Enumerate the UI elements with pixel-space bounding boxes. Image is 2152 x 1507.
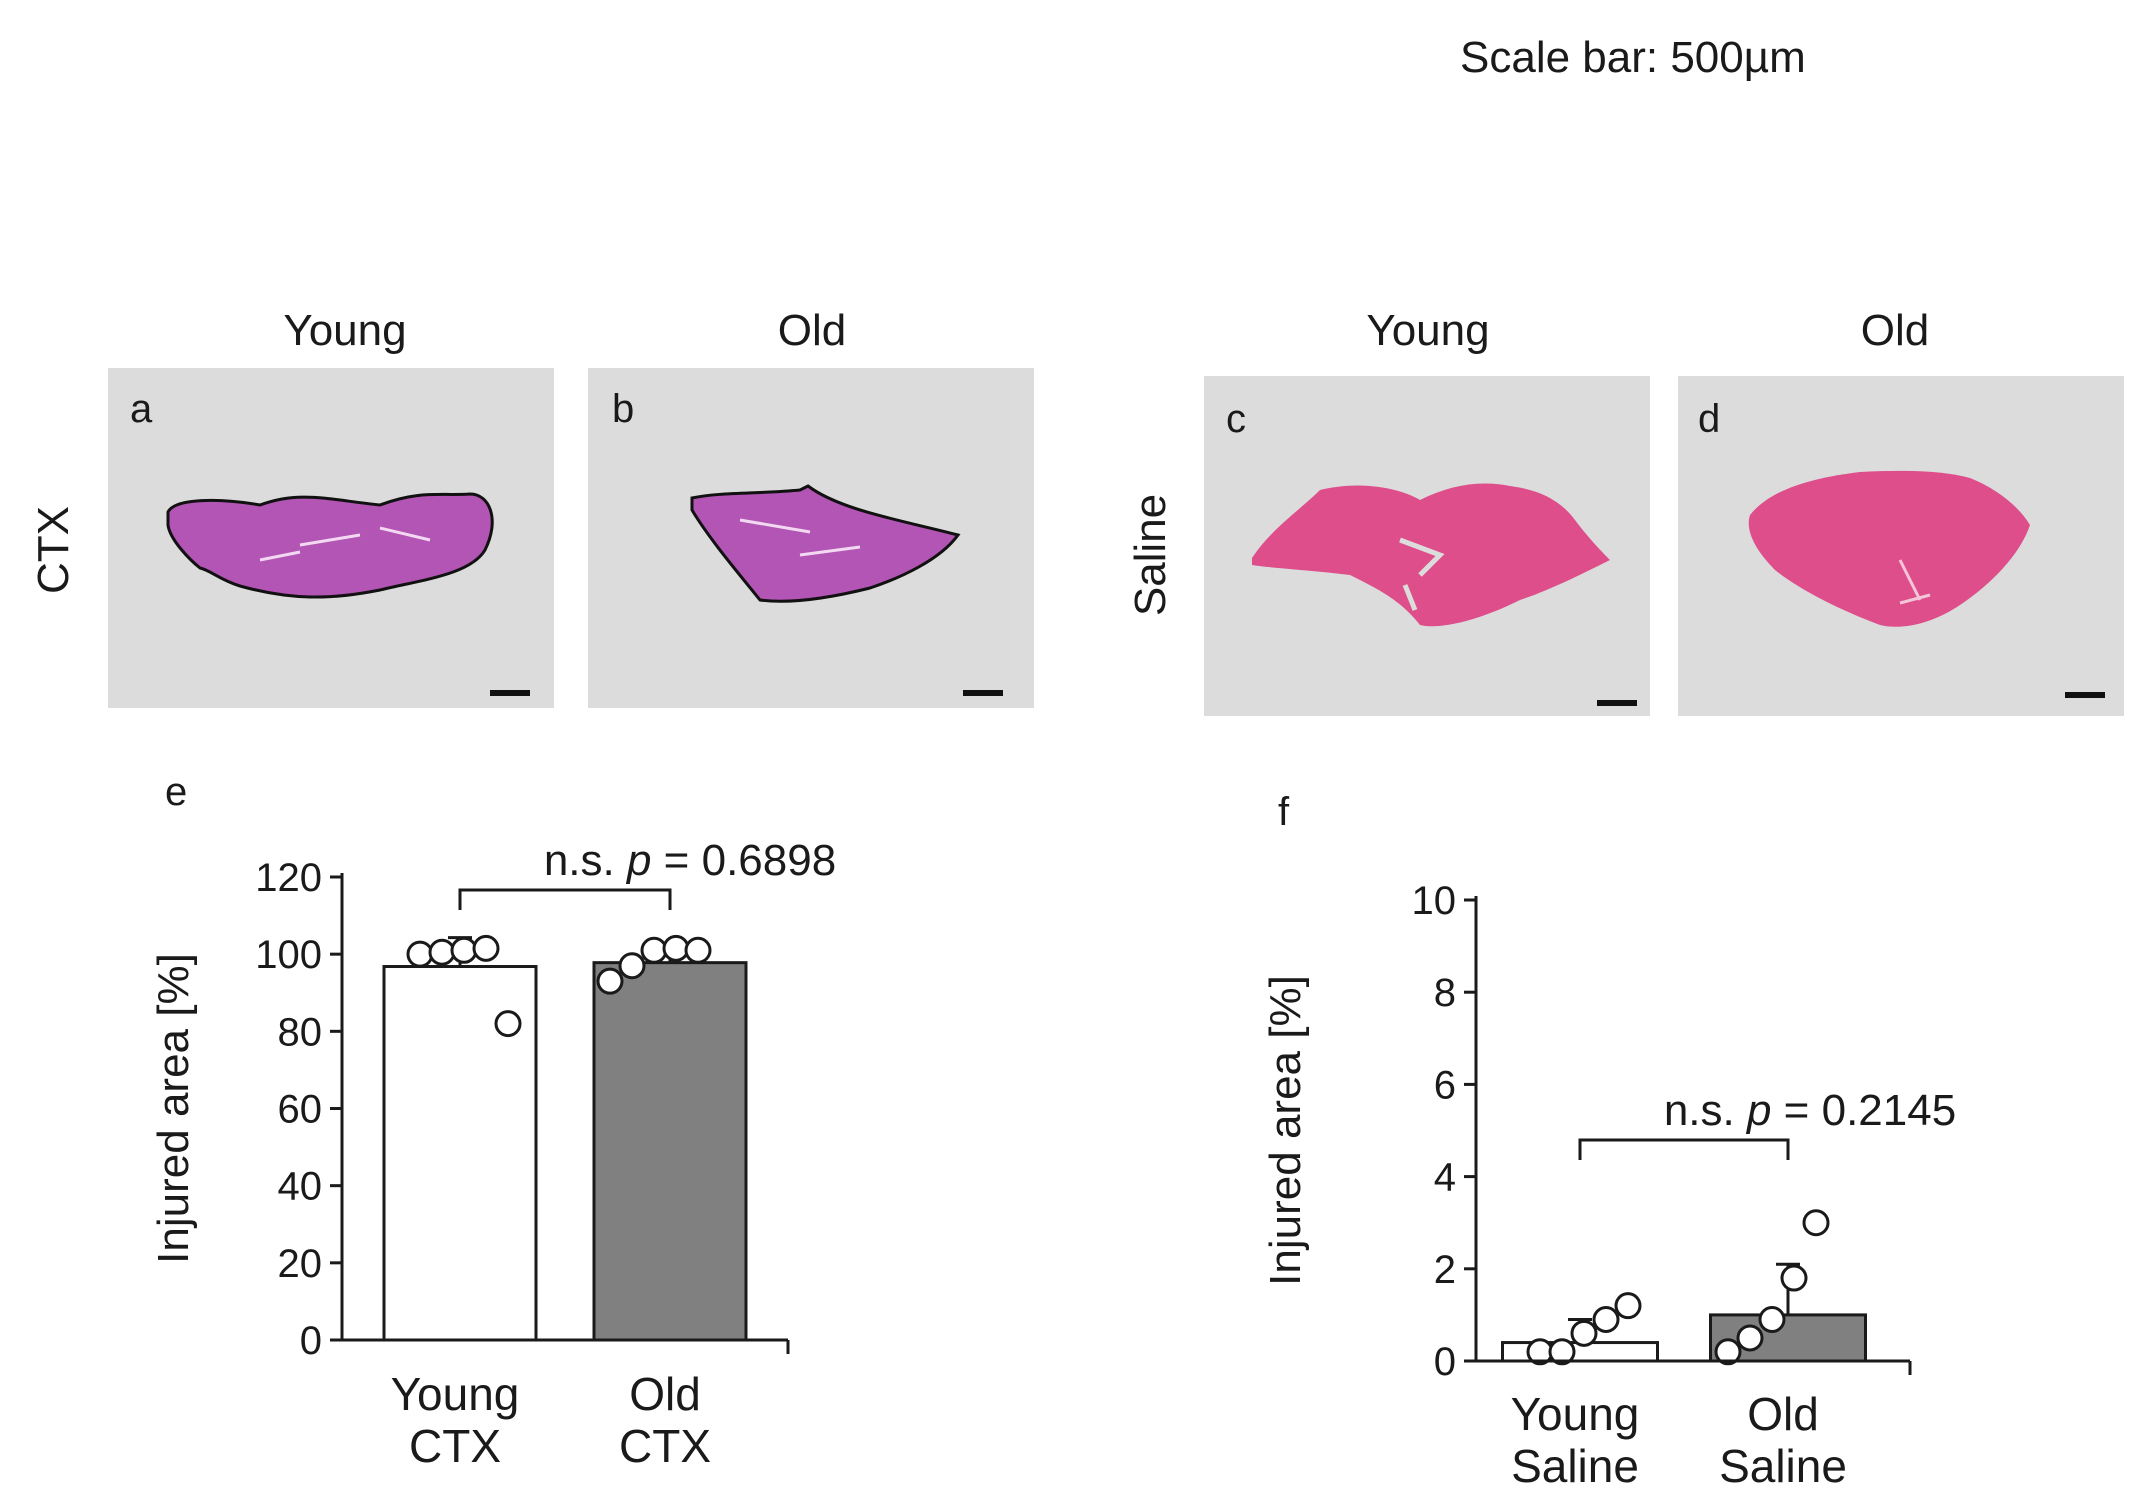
- y-tick-label: 20: [278, 1242, 323, 1286]
- ns-label: n.s.: [1664, 1086, 1747, 1135]
- p-value: = 0.2145: [1771, 1086, 1956, 1135]
- y-tick-label: 40: [278, 1165, 323, 1209]
- data-point: [1592, 1306, 1620, 1334]
- significance-bracket: [458, 888, 672, 910]
- x-category-label: Saline: [1719, 1440, 1847, 1492]
- data-point: [662, 934, 690, 962]
- p-symbol: p: [1745, 1086, 1771, 1135]
- x-category-label: Young: [1511, 1388, 1640, 1440]
- tissue-texture: [1898, 559, 1931, 605]
- y-tick-label: 120: [255, 856, 322, 900]
- column-header-saline-young: Young: [1366, 306, 1489, 355]
- p-value: = 0.6898: [651, 836, 836, 885]
- scale-bar: [963, 690, 1003, 696]
- row-label-ctx: CTX: [29, 506, 78, 594]
- panel-label-a: a: [130, 387, 153, 431]
- tissue-texture: [739, 518, 861, 557]
- data-point: [1570, 1319, 1598, 1347]
- panel-label-f: f: [1278, 790, 1290, 834]
- y-tick-label: 4: [1434, 1156, 1456, 1200]
- histology-panel-c: c: [1204, 376, 1650, 716]
- y-axis-label: Injured area [%]: [149, 953, 198, 1264]
- y-tick-label: 60: [278, 1088, 323, 1132]
- tissue-texture: [259, 526, 431, 562]
- data-point: [1548, 1338, 1576, 1366]
- y-axis-label: Injured area [%]: [1261, 975, 1310, 1286]
- ns-label: n.s.: [544, 836, 627, 885]
- tissue-section-outlined: [690, 484, 961, 603]
- scale-bar-note: Scale bar: 500µm: [1460, 33, 1806, 82]
- data-point: [406, 940, 434, 968]
- data-point: [1714, 1338, 1742, 1366]
- data-point: [472, 934, 500, 962]
- data-point: [684, 936, 712, 964]
- data-point: [1736, 1324, 1764, 1352]
- y-tick-label: 100: [255, 933, 322, 977]
- significance-bracket: [1578, 1138, 1790, 1160]
- panel-label-c: c: [1226, 397, 1246, 441]
- y-tick-label: 8: [1434, 971, 1456, 1015]
- tissue-section: [1252, 483, 1610, 627]
- y-tick-label: 0: [1434, 1340, 1456, 1384]
- x-category-label: Young: [391, 1368, 520, 1420]
- data-point: [1802, 1209, 1830, 1237]
- tissue-section: [1748, 470, 2030, 627]
- panel-label-d: d: [1698, 397, 1720, 441]
- significance-annotation: n.s. p = 0.2145: [1664, 1086, 1956, 1135]
- y-tick-label: 10: [1412, 879, 1457, 923]
- significance-annotation: n.s. p = 0.6898: [544, 836, 836, 885]
- scale-bar: [2065, 692, 2105, 698]
- histology-panel-a: a: [108, 368, 554, 708]
- scale-bar: [1597, 700, 1637, 706]
- x-category-label: CTX: [619, 1420, 711, 1472]
- x-category-label: CTX: [409, 1420, 501, 1472]
- bar-old: [592, 961, 748, 1342]
- panel-label-e: e: [165, 770, 187, 814]
- data-point: [494, 1010, 522, 1038]
- y-tick-label: 6: [1434, 1063, 1456, 1107]
- y-tick-label: 2: [1434, 1248, 1456, 1292]
- y-tick-label: 0: [300, 1319, 322, 1363]
- data-point: [450, 936, 478, 964]
- column-header-saline-old: Old: [1861, 306, 1929, 355]
- data-point: [1758, 1306, 1786, 1334]
- x-category-label: Old: [629, 1368, 701, 1420]
- data-point: [1614, 1292, 1642, 1320]
- data-point: [1780, 1264, 1808, 1292]
- column-header-ctx-young: Young: [283, 306, 406, 355]
- p-symbol: p: [625, 836, 651, 885]
- data-point: [596, 967, 624, 995]
- data-point: [428, 938, 456, 966]
- histology-panel-b: b: [588, 368, 1034, 708]
- data-point: [640, 936, 668, 964]
- data-point: [618, 952, 646, 980]
- tissue-section-outlined: [166, 492, 494, 599]
- histology-panel-d: d: [1678, 376, 2124, 716]
- scale-bar: [490, 690, 530, 696]
- tissue-tear: [1399, 537, 1445, 611]
- panel-label-b: b: [612, 387, 634, 431]
- row-label-saline: Saline: [1126, 494, 1175, 616]
- y-tick-label: 80: [278, 1010, 323, 1054]
- column-header-ctx-old: Old: [778, 306, 846, 355]
- x-category-label: Old: [1747, 1388, 1819, 1440]
- x-category-label: Saline: [1511, 1440, 1639, 1492]
